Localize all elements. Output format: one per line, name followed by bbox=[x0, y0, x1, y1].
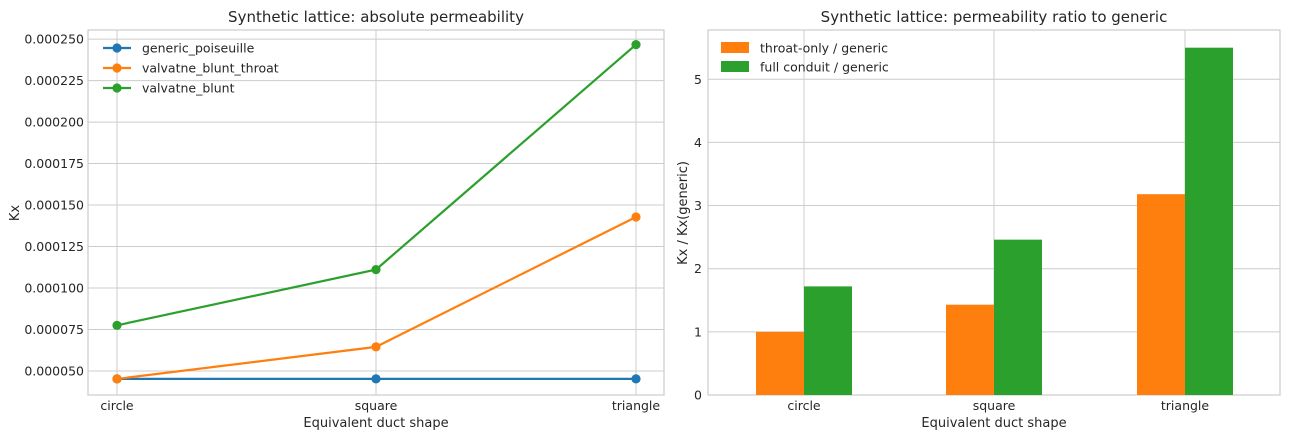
line-chart-y-tick-label: 0.000050 bbox=[24, 363, 84, 378]
line-chart-x-tick-label: circle bbox=[100, 398, 134, 413]
line-chart-series bbox=[112, 40, 641, 384]
line-point-valvatne_blunt bbox=[631, 40, 641, 50]
line-point-valvatne_blunt_throat bbox=[112, 374, 122, 384]
line-chart-y-tick-label: 0.000225 bbox=[24, 73, 84, 88]
line-chart-legend: generic_poiseuille valvatne_blunt_throatv… bbox=[103, 41, 279, 96]
line-chart-y-tick-label: 0.000125 bbox=[24, 239, 84, 254]
bar-chart-y-ticks: 0 1 2 3 4 5 bbox=[694, 72, 702, 403]
bar-chart-y-tick-label: 0 bbox=[694, 388, 702, 403]
legend-label-valvatne_blunt_throat: valvatne_blunt_throat bbox=[142, 61, 279, 76]
bar-chart-x-label: Equivalent duct shape bbox=[921, 416, 1066, 431]
legend-swatch-throat-only-generic bbox=[721, 42, 749, 53]
bar-chart-y-tick-label: 2 bbox=[694, 261, 702, 276]
line-point-valvatne_blunt_throat bbox=[631, 212, 641, 222]
legend-label-generic_poiseuille: generic_poiseuille bbox=[142, 41, 255, 56]
bar-chart-x-tick-label: triangle bbox=[1161, 398, 1210, 413]
line-chart-y-tick-label: 0.000075 bbox=[24, 322, 84, 337]
legend-marker-generic_poiseuille bbox=[112, 43, 122, 53]
line-chart-x-label: Equivalent duct shape bbox=[303, 416, 448, 431]
line-point-generic_poiseuille bbox=[371, 374, 381, 384]
legend-label-valvatne_blunt: valvatne_blunt bbox=[142, 81, 235, 96]
bar-chart-y-tick-label: 5 bbox=[694, 72, 702, 87]
bar-chart-title: Synthetic lattice: permeability ratio to… bbox=[821, 8, 1168, 26]
line-chart-y-tick-label: 0.000100 bbox=[24, 280, 84, 295]
line-chart-x-tick-label: triangle bbox=[612, 398, 661, 413]
line-chart-y-tick-label: 0.000200 bbox=[24, 115, 84, 130]
bar-throat-only-generic-triangle bbox=[1137, 194, 1185, 395]
bar-chart-x-ticks: circle square triangle bbox=[787, 398, 1209, 413]
line-chart-title: Synthetic lattice: absolute permeability bbox=[228, 8, 524, 26]
bar-full-conduit-generic-triangle bbox=[1185, 47, 1233, 395]
bar-chart-bars bbox=[756, 47, 1233, 395]
line-point-valvatne_blunt bbox=[371, 264, 381, 275]
bar-full-conduit-generic-circle bbox=[804, 286, 852, 395]
bar-chart-x-tick-label: square bbox=[973, 398, 1016, 413]
bar-chart-x-tick-label: circle bbox=[787, 398, 821, 413]
bar-chart-y-label: Kx / Kx(generic) bbox=[676, 161, 691, 265]
legend-marker-valvatne_blunt bbox=[112, 83, 122, 93]
bar-throat-only-generic-square bbox=[946, 304, 994, 395]
line-chart-y-tick-label: 0.000175 bbox=[24, 156, 84, 171]
bar-chart-legend: throat-only / generic full conduit / gene… bbox=[721, 41, 889, 75]
line-chart-y-label: Kx bbox=[8, 205, 23, 222]
legend-label-full-conduit-generic: full conduit / generic bbox=[760, 60, 889, 75]
line-chart-y-ticks: 0.000050 0.000075 0.000100 0.000125 0.000150… bbox=[24, 32, 84, 379]
legend-label-throat-only-generic: throat-only / generic bbox=[760, 41, 888, 56]
line-chart-y-tick-label: 0.000250 bbox=[24, 32, 84, 47]
line-point-valvatne_blunt_throat bbox=[371, 342, 381, 352]
line-point-valvatne_blunt bbox=[112, 320, 122, 330]
line-chart-x-ticks: circle square triangle bbox=[100, 398, 660, 413]
bar-chart-panel: Synthetic lattice: permeability ratio to… bbox=[676, 8, 1281, 431]
bar-throat-only-generic-circle bbox=[756, 331, 804, 395]
bar-full-conduit-generic-square bbox=[994, 239, 1042, 395]
line-chart-panel: Synthetic lattice: absolute permeability… bbox=[8, 8, 665, 431]
legend-marker-valvatne_blunt_throat bbox=[112, 63, 122, 73]
bar-chart-y-tick-label: 3 bbox=[694, 198, 702, 213]
bar-chart-y-tick-label: 4 bbox=[694, 135, 702, 150]
bar-chart-y-tick-label: 1 bbox=[694, 324, 702, 339]
line-chart-y-tick-label: 0.000150 bbox=[24, 198, 84, 213]
line-chart-x-tick-label: square bbox=[355, 398, 398, 413]
line-point-generic_poiseuille bbox=[631, 374, 641, 384]
legend-swatch-full-conduit-generic bbox=[721, 61, 749, 72]
